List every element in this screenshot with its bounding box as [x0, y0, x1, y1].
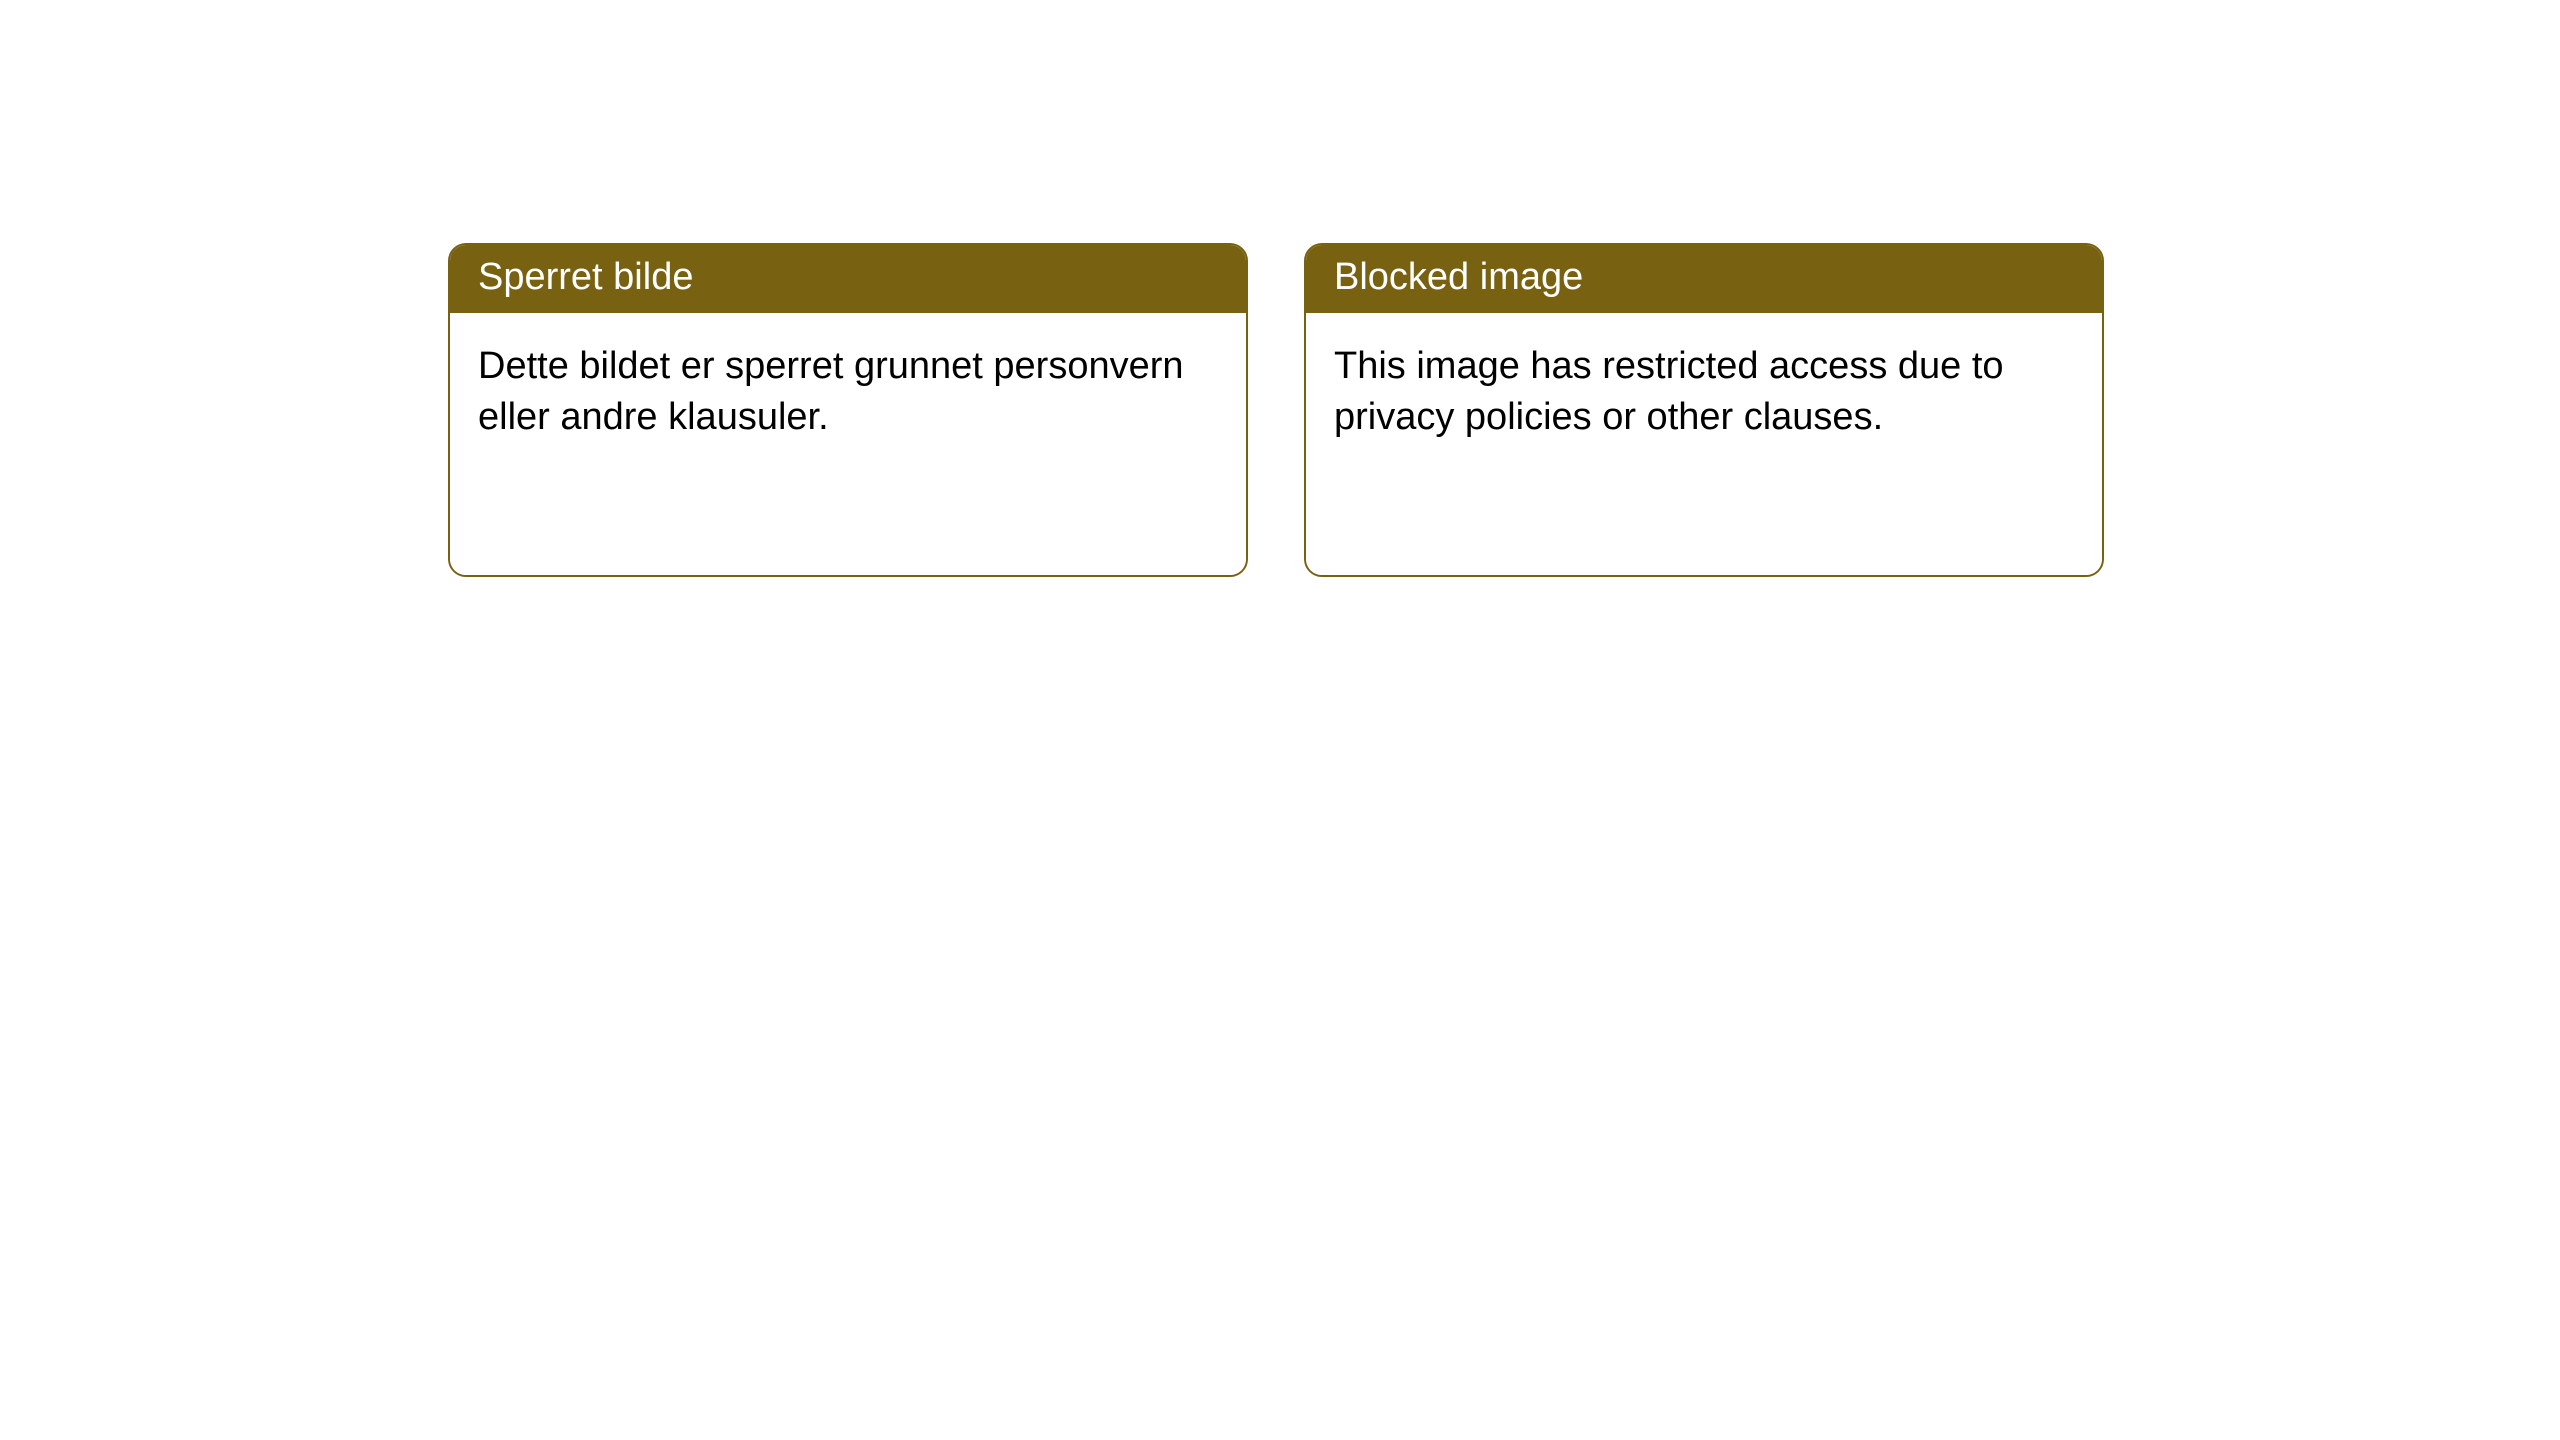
- notice-card-english: Blocked image This image has restricted …: [1304, 243, 2104, 577]
- notice-card-norwegian: Sperret bilde Dette bildet er sperret gr…: [448, 243, 1248, 577]
- notice-container: Sperret bilde Dette bildet er sperret gr…: [448, 243, 2104, 577]
- card-header: Blocked image: [1306, 245, 2102, 313]
- card-body: This image has restricted access due to …: [1306, 313, 2102, 575]
- card-header: Sperret bilde: [450, 245, 1246, 313]
- card-body: Dette bildet er sperret grunnet personve…: [450, 313, 1246, 575]
